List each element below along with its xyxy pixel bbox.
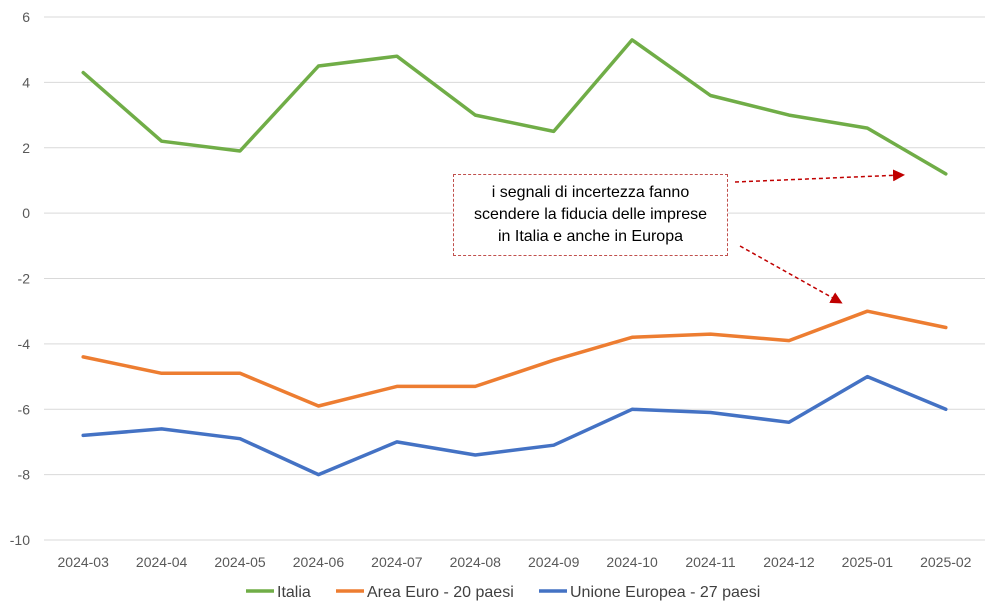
annotation-arrow-italia	[734, 169, 905, 183]
data-point	[944, 172, 947, 175]
x-tick-label: 2024-11	[685, 554, 736, 570]
y-tick-label: 2	[22, 140, 30, 156]
y-tick-label: 6	[22, 9, 30, 25]
data-point	[82, 355, 85, 358]
annotation-arrows	[734, 169, 905, 304]
data-point	[474, 385, 477, 388]
data-point	[82, 434, 85, 437]
gridlines	[44, 16, 985, 541]
legend-label: Area Euro - 20 paesi	[367, 584, 514, 601]
y-tick-label: -10	[10, 532, 30, 548]
annotation-line-2: scendere la fiducia delle imprese	[473, 206, 707, 223]
annotation-line-1: i segnali di incertezza fanno	[491, 184, 690, 201]
y-tick-label: -6	[18, 401, 31, 417]
x-tick-label: 2024-10	[606, 554, 658, 570]
series-line-3	[81, 374, 948, 477]
y-tick-label: 4	[22, 74, 30, 90]
annotation-line-3: in Italia e anche in Europa	[497, 228, 683, 245]
data-point	[944, 408, 947, 411]
y-tick-label: -2	[18, 271, 31, 287]
data-point	[395, 440, 398, 443]
data-point	[552, 359, 555, 362]
y-tick-label: -8	[18, 467, 31, 483]
data-point	[395, 55, 398, 58]
x-tick-label: 2024-08	[450, 554, 502, 570]
series-lines	[81, 38, 948, 477]
y-tick-label: 0	[22, 205, 30, 221]
data-point	[239, 437, 242, 440]
data-point	[787, 114, 790, 117]
data-point	[866, 127, 869, 130]
data-point	[82, 71, 85, 74]
data-point	[474, 114, 477, 117]
data-point	[631, 408, 634, 411]
x-axis-tick-labels: 2024-03 2024-04 2024-05 2024-06 2024-07 2024-…	[58, 554, 972, 570]
data-point	[160, 372, 163, 375]
data-point	[709, 411, 712, 414]
data-point	[631, 38, 634, 41]
legend-label: Italia	[277, 584, 311, 601]
data-point	[631, 336, 634, 339]
series-line-2	[81, 309, 948, 408]
data-point	[160, 427, 163, 430]
x-tick-label: 2024-09	[528, 554, 580, 570]
x-tick-label: 2024-07	[371, 554, 423, 570]
data-point	[709, 94, 712, 97]
annotation-arrow-euro	[739, 245, 843, 304]
data-point	[317, 65, 320, 68]
x-tick-label: 2025-01	[842, 554, 894, 570]
data-point	[787, 421, 790, 424]
x-tick-label: 2024-03	[58, 554, 110, 570]
x-tick-label: 2024-06	[293, 554, 345, 570]
data-point	[709, 333, 712, 336]
x-tick-label: 2025-02	[920, 554, 972, 570]
data-point	[317, 473, 320, 476]
legend: Italia Area Euro - 20 paesi Unione Europea…	[246, 584, 760, 601]
data-point	[552, 130, 555, 133]
x-tick-label: 2024-04	[136, 554, 188, 570]
data-point	[474, 454, 477, 457]
data-point	[944, 326, 947, 329]
y-tick-label: -4	[18, 336, 31, 352]
data-point	[160, 140, 163, 143]
data-point	[787, 339, 790, 342]
data-point	[395, 385, 398, 388]
y-axis-tick-labels: 6 4 2 0 -2 -4 -6 -8 -10	[10, 9, 30, 548]
legend-label: Unione Europea - 27 paesi	[570, 584, 760, 601]
data-point	[239, 372, 242, 375]
data-point	[866, 310, 869, 313]
data-point	[239, 150, 242, 153]
data-point	[866, 375, 869, 378]
x-tick-label: 2024-05	[214, 554, 266, 570]
series-line-1	[81, 38, 948, 176]
data-point	[317, 404, 320, 407]
x-tick-label: 2024-12	[763, 554, 815, 570]
annotation-box: i segnali di incertezza fanno scendere l…	[453, 174, 728, 256]
data-point	[552, 444, 555, 447]
